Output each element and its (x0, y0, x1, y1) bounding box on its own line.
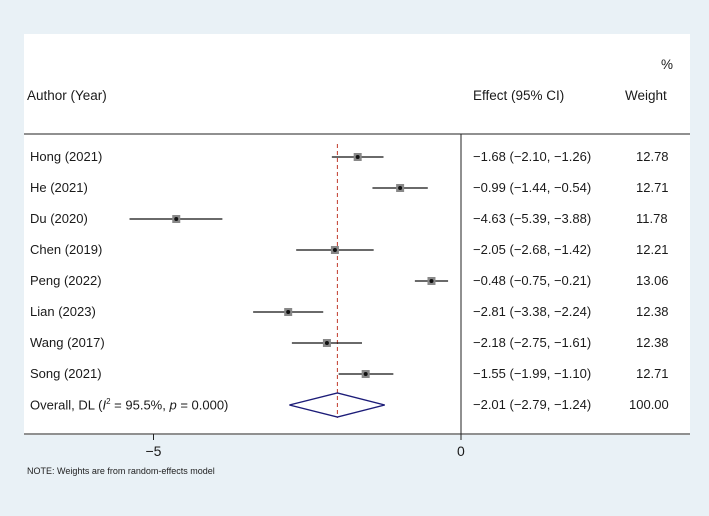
effect-point (324, 341, 329, 345)
weight-value: 12.38 (636, 335, 669, 350)
weight-percent-header: % (661, 57, 674, 72)
effect-point (429, 279, 434, 283)
effect-point (332, 248, 337, 252)
study-label: Wang (2017) (30, 335, 105, 350)
study-label: Hong (2021) (30, 149, 103, 164)
effect-point (398, 186, 403, 190)
weight-value: 12.71 (636, 366, 669, 381)
effect-point (355, 155, 360, 159)
footnote: NOTE: Weights are from random-effects mo… (27, 466, 215, 476)
overall-label: Overall, DL (I2 = 95.5%, p = 0.000) (30, 397, 229, 413)
study-label: Chen (2019) (30, 242, 103, 257)
effect-ci-value: −1.68 (−2.10, −1.26) (473, 149, 592, 164)
effect-ci-value: −0.99 (−1.44, −0.54) (473, 180, 592, 195)
study-label: Du (2020) (30, 211, 88, 226)
effect-point (363, 372, 368, 376)
effect-ci-value: −1.55 (−1.99, −1.10) (473, 366, 592, 381)
effect-ci-value: −2.05 (−2.68, −1.42) (473, 242, 592, 257)
effect-ci-header: Effect (95% CI) (473, 88, 565, 103)
effect-ci-value: −2.81 (−3.38, −2.24) (473, 304, 592, 319)
effect-ci-value: −4.63 (−5.39, −3.88) (473, 211, 592, 226)
effect-point (286, 310, 291, 314)
study-label: Lian (2023) (30, 304, 96, 319)
x-tick-label: −5 (145, 443, 162, 459)
overall-diamond (289, 392, 385, 418)
weight-value: 12.78 (636, 149, 669, 164)
study-label: He (2021) (30, 180, 88, 195)
overall-weight-value: 100.00 (629, 397, 669, 412)
overall-ci-value: −2.01 (−2.79, −1.24) (473, 397, 592, 412)
weight-value: 13.06 (636, 273, 669, 288)
x-tick-label: 0 (457, 443, 465, 459)
effect-ci-value: −2.18 (−2.75, −1.61) (473, 335, 592, 350)
study-label: Song (2021) (30, 366, 102, 381)
weight-value: 11.78 (636, 211, 668, 226)
weight-value: 12.71 (636, 180, 669, 195)
weight-value: 12.38 (636, 304, 669, 319)
author-year-header: Author (Year) (27, 88, 107, 103)
plot-panel (24, 34, 690, 435)
effect-point (174, 217, 179, 221)
study-label: Peng (2022) (30, 273, 102, 288)
effect-ci-value: −0.48 (−0.75, −0.21) (473, 273, 592, 288)
weight-header: Weight (625, 88, 667, 103)
weight-value: 12.21 (636, 242, 669, 257)
